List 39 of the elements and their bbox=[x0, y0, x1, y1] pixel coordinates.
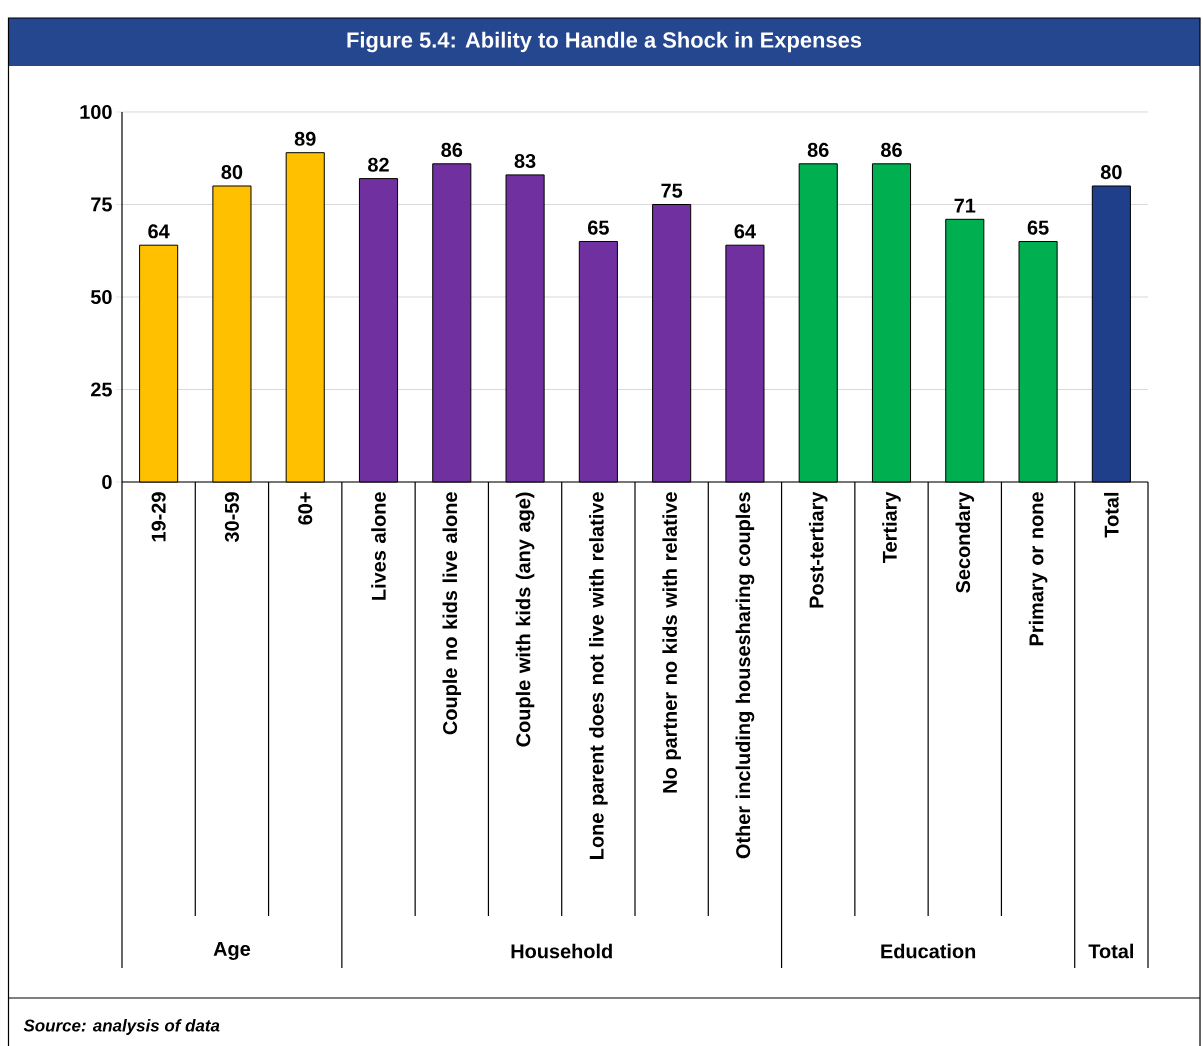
text: Education bbox=[881, 943, 976, 959]
x-tick-label: 30-59 bbox=[224, 492, 239, 543]
x-tick-label: Secondary bbox=[955, 491, 975, 593]
data-label: 64 bbox=[734, 224, 756, 239]
x-tick-label: Couple with kids (any age) bbox=[515, 492, 535, 747]
x-tick-label: Tertiary bbox=[882, 491, 901, 563]
x-tick-label: Couple no kids live alone bbox=[442, 492, 462, 735]
data-label: 82 bbox=[368, 157, 389, 172]
data-label: 86 bbox=[807, 142, 829, 157]
data-label: 83 bbox=[514, 153, 536, 169]
y-tick-label: 50 bbox=[90, 289, 112, 305]
x-tick-label: Total bbox=[1104, 492, 1119, 538]
y-tick-label: 25 bbox=[91, 382, 112, 397]
x-tick-label: Other including housesharing couples bbox=[735, 492, 755, 859]
data-label: 75 bbox=[661, 183, 683, 198]
x-tick-label: No partner no kids with relative bbox=[662, 492, 681, 793]
data-label: 80 bbox=[1100, 165, 1122, 180]
text: Total bbox=[1088, 943, 1134, 959]
data-label: 86 bbox=[441, 142, 463, 157]
data-label: 71 bbox=[954, 198, 976, 213]
y-tick-label: 100 bbox=[80, 104, 112, 120]
y-tick-label: 0 bbox=[102, 474, 112, 490]
data-label: 80 bbox=[221, 165, 243, 180]
data-label: 89 bbox=[294, 131, 316, 146]
data-label: 86 bbox=[881, 142, 902, 157]
text: Household bbox=[511, 943, 612, 959]
x-tick-label: 60+ bbox=[298, 492, 313, 525]
y-tick-label: 75 bbox=[91, 197, 112, 212]
x-tick-label: Lone parent does not live with relative bbox=[589, 492, 608, 859]
source-note: Source: analysis of data bbox=[23, 1019, 220, 1035]
data-label: 64 bbox=[148, 224, 170, 239]
chart-title: Figure 5.4: Ability to Handle a Shock in Expenses bbox=[347, 31, 862, 53]
text: Age bbox=[213, 942, 251, 960]
data-label: 65 bbox=[1027, 220, 1049, 235]
x-tick-label: Lives alone bbox=[371, 492, 386, 600]
x-tick-label: 19-29 bbox=[151, 492, 166, 542]
data-label: 65 bbox=[588, 220, 609, 235]
x-tick-label: Post-tertiary bbox=[808, 491, 828, 608]
x-tick-label: Primary or none bbox=[1028, 492, 1048, 646]
